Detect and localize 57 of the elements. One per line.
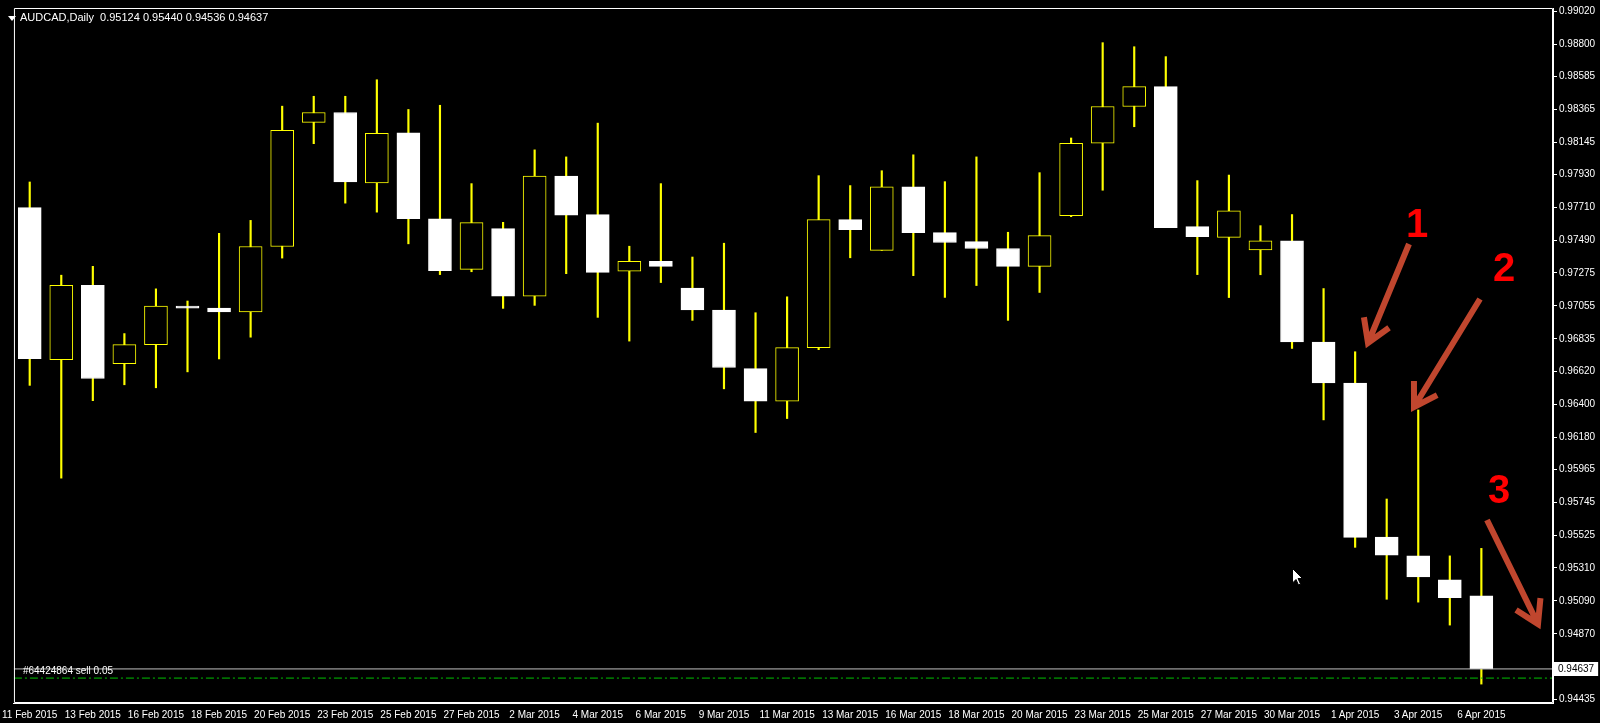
y-tick-label: 0.96835: [1559, 332, 1596, 344]
y-tick-label: 0.98145: [1559, 136, 1596, 148]
ref-line-label: 0.94637: [1558, 662, 1595, 674]
x-tick-label: 11 Feb 2015: [2, 708, 58, 720]
ref-line-label: #64424864 sell 0.05: [22, 664, 114, 676]
x-tick-label: 13 Mar 2015: [822, 708, 879, 720]
x-tick-label: 20 Mar 2015: [1011, 708, 1069, 720]
annotation: 3: [1487, 467, 1511, 512]
x-tick-label: 25 Mar 2015: [1137, 708, 1195, 720]
x-tick-label: 16 Feb 2015: [127, 708, 185, 720]
x-tick-label: 3 Apr 2015: [1394, 708, 1443, 720]
x-tick-label: 25 Feb 2015: [380, 708, 437, 720]
x-tick-label: 9 Mar 2015: [698, 708, 750, 720]
y-tick-label: 0.95745: [1559, 496, 1596, 508]
x-tick-label: 16 Mar 2015: [885, 708, 942, 720]
x-tick-label: 1 Apr 2015: [1330, 708, 1380, 720]
y-tick-label: 0.97490: [1559, 234, 1596, 246]
chart-title: AUDCAD,Daily 0.95124 0.95440 0.94536 0.94637: [20, 11, 269, 24]
x-tick-label: 18 Feb 2015: [190, 708, 248, 720]
x-tick-label: 13 Feb 2015: [64, 708, 122, 720]
y-tick-label: 0.97930: [1559, 168, 1596, 180]
x-tick-label: 18 Mar 2015: [948, 708, 1005, 720]
y-tick-label: 0.95525: [1559, 529, 1596, 541]
y-tick-label: 0.97275: [1559, 266, 1596, 278]
x-tick-label: 6 Mar 2015: [635, 708, 687, 720]
candlestick: [1248, 225, 1273, 276]
annotation: 1: [1405, 201, 1429, 246]
candlestick: [964, 156, 989, 286]
y-tick-label: 0.96400: [1559, 398, 1596, 410]
y-tick-label: 0.96180: [1559, 431, 1596, 443]
x-tick-label: 11 Mar 2015: [759, 708, 816, 720]
y-tick-label: 0.95310: [1559, 561, 1596, 573]
y-tick-label: 0.96620: [1559, 365, 1596, 377]
y-tick-label: 0.97055: [1559, 299, 1596, 311]
annotation: 2: [1492, 245, 1516, 290]
y-tick-label: 0.94435: [1559, 693, 1596, 704]
x-tick-label: 30 Mar 2015: [1263, 708, 1321, 720]
y-tick-label: 0.98365: [1559, 103, 1596, 115]
y-tick-label: 0.95090: [1559, 594, 1596, 606]
candlestick: [1027, 172, 1052, 293]
x-tick-label: 23 Feb 2015: [317, 708, 374, 720]
y-tick-label: 0.99020: [1559, 4, 1596, 16]
x-tick-label: 27 Feb 2015: [443, 708, 501, 720]
x-tick-label: 4 Mar 2015: [572, 708, 624, 720]
x-tick-label: 20 Feb 2015: [254, 708, 311, 720]
y-tick-label: 0.98800: [1559, 37, 1596, 49]
y-tick-label: 0.97710: [1559, 201, 1596, 213]
x-tick-label: 23 Mar 2015: [1074, 708, 1132, 720]
x-tick-label: 2 Mar 2015: [509, 708, 561, 720]
candlestick: [680, 256, 705, 321]
y-tick-label: 0.95965: [1559, 463, 1596, 475]
x-tick-label: 27 Mar 2015: [1200, 708, 1258, 720]
x-tick-label: 6 Apr 2015: [1457, 708, 1506, 720]
candlestick: [743, 312, 768, 433]
y-tick-label: 0.94870: [1559, 627, 1596, 639]
y-tick-label: 0.98585: [1559, 70, 1596, 82]
candlestick: [1311, 288, 1336, 421]
